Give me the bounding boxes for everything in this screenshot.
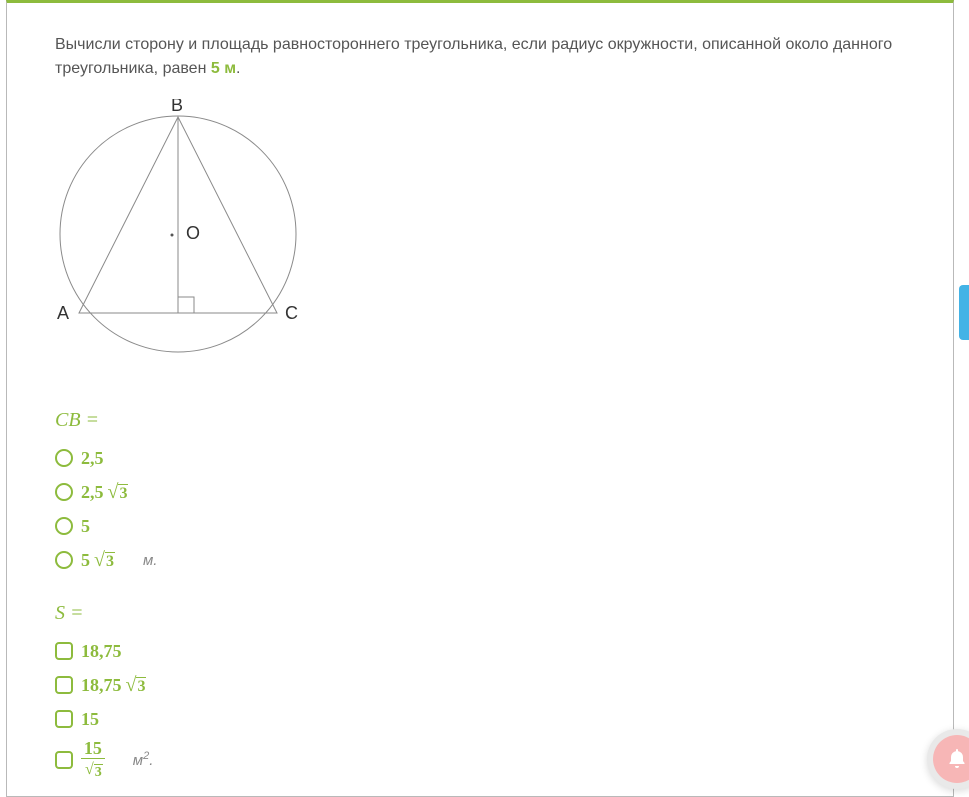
checkbox-icon — [55, 751, 73, 769]
notification-inner — [933, 735, 969, 783]
radio-icon — [55, 551, 73, 569]
s-option-4-label: 15 √3 — [81, 739, 105, 780]
s-option-1[interactable]: 18,75 — [55, 637, 905, 665]
cb-option-4-label: 5 √3 — [81, 550, 115, 571]
s-option-2[interactable]: 18,75 √3 — [55, 671, 905, 699]
geometry-figure: B O A C — [53, 99, 905, 379]
side-feedback-tab[interactable] — [959, 285, 969, 340]
problem-card: Вычисли сторону и площадь равностороннег… — [6, 0, 954, 797]
s-options-group: 18,75 18,75 √3 15 15 √3 — [55, 637, 905, 780]
vertex-a-label: A — [57, 303, 69, 323]
cb-equals-label: CB = — [55, 409, 905, 432]
s-option-3[interactable]: 15 — [55, 705, 905, 733]
checkbox-icon — [55, 676, 73, 694]
cb-option-2-label: 2,5 √3 — [81, 482, 128, 503]
s-unit: м2. — [133, 750, 154, 769]
s-option-1-label: 18,75 — [81, 641, 122, 662]
cb-option-3-label: 5 — [81, 516, 90, 537]
radius-value: 5 м — [211, 60, 236, 77]
cb-option-4[interactable]: 5 √3 м. — [55, 546, 905, 574]
problem-text-after: . — [236, 60, 240, 77]
s-option-4[interactable]: 15 √3 м2. — [55, 739, 905, 780]
problem-statement: Вычисли сторону и площадь равностороннег… — [55, 33, 905, 81]
radio-icon — [55, 449, 73, 467]
s-option-3-label: 15 — [81, 709, 99, 730]
s-option-2-label: 18,75 √3 — [81, 675, 146, 696]
cb-options-group: 2,5 2,5 √3 5 5 √3 м. — [55, 444, 905, 574]
s-equals-label: S = — [55, 602, 905, 625]
bell-icon — [945, 747, 969, 771]
cb-option-2[interactable]: 2,5 √3 — [55, 478, 905, 506]
cb-option-1-label: 2,5 — [81, 448, 104, 469]
cb-unit: м. — [143, 552, 157, 569]
center-o-label: O — [186, 223, 200, 243]
vertex-b-label: B — [171, 99, 183, 115]
checkbox-icon — [55, 642, 73, 660]
vertex-c-label: C — [285, 303, 298, 323]
cb-option-3[interactable]: 5 — [55, 512, 905, 540]
cb-option-1[interactable]: 2,5 — [55, 444, 905, 472]
problem-text-before: Вычисли сторону и площадь равностороннег… — [55, 36, 892, 77]
checkbox-icon — [55, 710, 73, 728]
radio-icon — [55, 517, 73, 535]
triangle-circle-diagram: B O A C — [53, 99, 313, 374]
radio-icon — [55, 483, 73, 501]
